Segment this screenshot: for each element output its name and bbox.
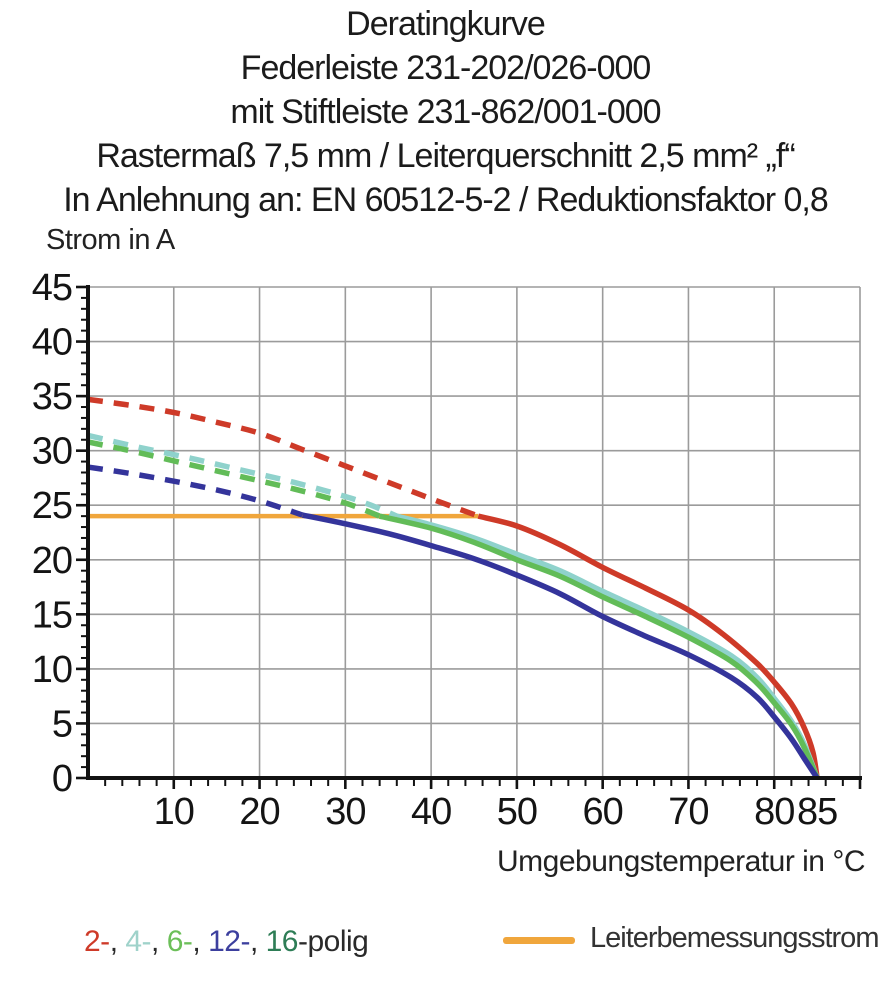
legend-separator: , [192,925,209,958]
y-tick-label: 30 [32,431,72,473]
axes [86,285,862,780]
x-tick-label: 30 [325,791,365,833]
x-tick-label: 10 [154,791,194,833]
title-line-1: Deratingkurve [346,5,546,43]
y-tick-label: 45 [32,267,72,309]
y-tick-label: 40 [32,322,72,364]
x-tick-label: 85 [797,791,837,833]
legend-pole-16: 16 [265,925,299,958]
legend-pole-6: 6- [166,925,193,958]
legend-pole-4: 4- [125,925,152,958]
y-tick-label: 25 [32,485,72,527]
y-tick-label: 0 [52,758,72,800]
legend-rated-current: Leiterbemessungsstrom [503,922,879,955]
axis-ticks [76,285,862,789]
legend-suffix: -polig [297,925,369,958]
title-line-3: mit Stiftleiste 231-862/001-000 [230,93,661,131]
x-axis-title: Umgebungstemperatur in °C [496,845,866,878]
x-tick-label: 50 [497,791,537,833]
legend-separator: , [151,925,167,958]
x-tick-labels: 10 20 30 40 50 60 70 80 85 [154,791,839,833]
y-tick-label: 20 [32,540,72,582]
series-2-polig [87,396,820,779]
rated-current-label: Leiterbemessungsstrom [590,922,879,954]
x-tick-label: 40 [411,791,451,833]
title-line-4: Rastermaß 7,5 mm / Leiterquerschnitt 2,5… [96,137,795,175]
series-6-polig [87,439,820,780]
y-tick-label: 35 [32,376,72,418]
gridlines [88,286,861,778]
y-tick-labels: 0 5 10 15 20 25 30 35 40 45 [32,267,73,800]
legend-separator: , [109,925,126,958]
x-tick-label: 70 [668,791,708,833]
series-12-polig [87,464,820,780]
legend-pole-counts: 2-, 4-, 6-, 12-, 16-polig [84,925,369,959]
y-tick-label: 5 [52,703,72,745]
y-tick-label: 15 [32,594,72,636]
legend-pole-12: 12- [208,925,250,958]
y-tick-label: 10 [32,649,72,691]
x-tick-label: 60 [583,791,623,833]
legend-separator: , [249,925,266,958]
chart-title-block: Deratingkurve Federleiste 231-202/026-00… [0,2,891,222]
y-axis-title: Strom in A [46,224,175,256]
title-line-2: Federleiste 231-202/026-000 [240,49,652,87]
legend-pole-2: 2- [84,925,110,958]
x-tick-label: 20 [239,791,279,833]
title-line-5: In Anlehnung an: EN 60512-5-2 / Reduktio… [63,181,829,219]
rated-current-line-swatch [503,937,575,944]
x-tick-label: 80 [754,791,794,833]
